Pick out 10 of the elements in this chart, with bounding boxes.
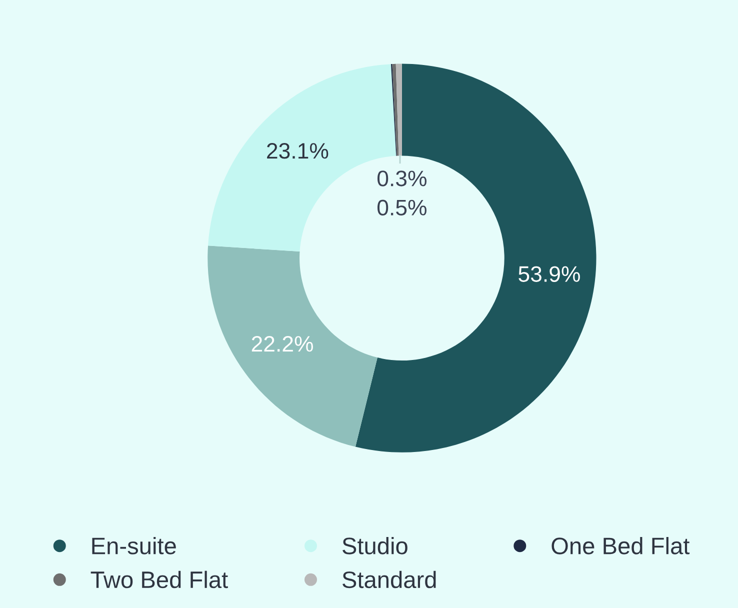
data-label: 22.2% <box>252 336 313 352</box>
legend-label: Two Bed Flat <box>90 570 228 588</box>
legend-label: Studio <box>342 537 408 554</box>
data-label: 0.5% <box>377 200 426 216</box>
legend-label: Standard <box>342 570 436 588</box>
legend-label: One Bed Flat <box>552 537 690 554</box>
data-label: 23.1% <box>267 143 328 159</box>
data-label: 0.3% <box>377 170 426 186</box>
legend-label: En-suite <box>92 537 176 554</box>
data-label: 53.9% <box>518 266 580 282</box>
